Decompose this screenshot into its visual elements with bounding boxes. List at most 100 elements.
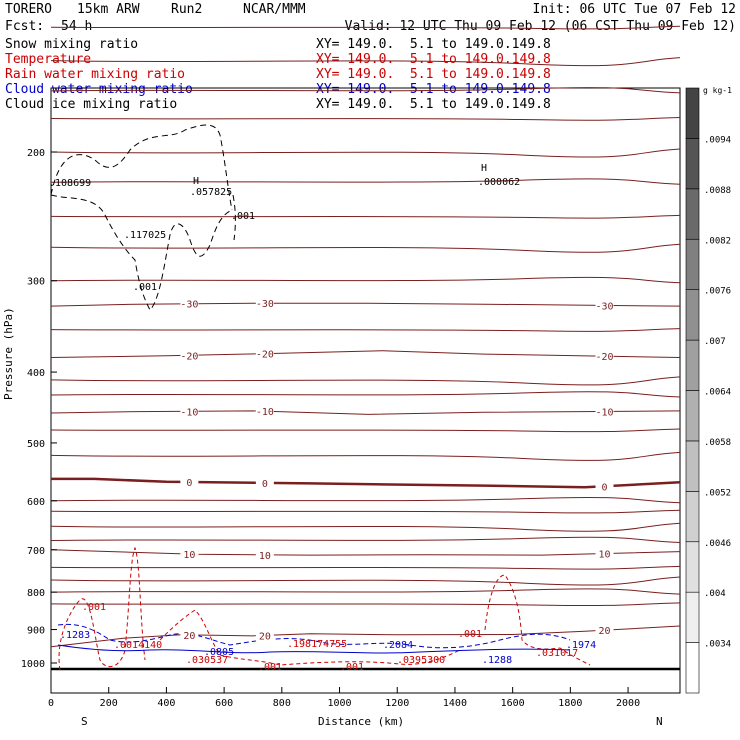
temperature-isoline	[50, 243, 681, 253]
temperature-isoline	[50, 25, 681, 30]
temperature-isoline	[50, 376, 681, 386]
temperature-contours	[50, 302, 681, 648]
snow-col-label: .117025	[124, 230, 166, 241]
rain-contour-east	[484, 574, 591, 666]
snow-contour-outer	[50, 124, 233, 211]
snow-high-marker: H	[193, 176, 199, 187]
temperature-label-bg	[255, 405, 274, 418]
temperature-label-bg	[180, 297, 199, 310]
temperature-contour--10	[50, 410, 681, 415]
x-tick-label: 600	[215, 698, 233, 709]
colorbar-swatch	[685, 390, 700, 442]
colorbar-swatch	[685, 289, 700, 341]
colorbar-label: .0034	[704, 640, 731, 650]
snow-max-label: .057825	[190, 187, 232, 198]
temperature-label-bg	[180, 628, 199, 641]
x-tick-label: 1800	[558, 698, 582, 709]
org-label: NCAR/MMM	[243, 2, 306, 17]
cloud-water-label-5: .1974	[566, 640, 596, 651]
y-tick-label: 500	[27, 439, 45, 450]
init-label: Init: 06 UTC Tue 07 Feb 12	[532, 2, 737, 17]
colorbar-label: .0076	[704, 287, 731, 297]
colorbar: .0034 .004 .0046 .0052 .0058 .0064 .007 .0076 .0…	[685, 87, 731, 694]
temperature-isolines	[50, 25, 681, 607]
y-tick-label: 400	[27, 368, 45, 379]
temperature-labels: -30 -30 -30 -20 -20 -20 -10 -10 -10 0 0 0 10 10 10 20 20…	[180, 297, 614, 642]
temperature-isoline	[50, 391, 681, 398]
temperature-label: 10	[183, 550, 195, 561]
cloud-water-label-1: .1283	[60, 630, 90, 641]
x-end-label: N	[656, 715, 663, 728]
colorbar-swatch	[685, 238, 700, 290]
temperature-label-bg	[180, 475, 199, 488]
temperature-isoline	[50, 588, 681, 595]
rain-label-1: .001	[82, 602, 106, 613]
cloud-water-label-4: .1288	[482, 655, 512, 666]
legend-cloudice-name: Cloud ice mixing ratio	[5, 97, 178, 112]
x-tick-label: 1000	[327, 698, 351, 709]
run-label: Run2	[171, 2, 203, 17]
temperature-label-bg	[595, 547, 614, 560]
valid-label: Valid: 12 UTC Thu 09 Feb 12 (06 CST Thu …	[344, 19, 736, 34]
colorbar-label: .0082	[704, 236, 731, 246]
contour-labels: H .057825 .108699 .117025 .001 .001 H .0…	[49, 163, 596, 673]
temperature-label-bg	[255, 476, 274, 489]
colorbar-swatch	[685, 87, 700, 139]
cloud-water-label-3: .2084	[383, 640, 413, 651]
y-tick-label: 800	[27, 588, 45, 599]
rain-contour-west	[58, 546, 146, 671]
temperature-label-bg	[180, 548, 199, 561]
y-tick-label: 900	[27, 626, 45, 637]
legend-temp-name: Temperature	[5, 52, 92, 67]
temperature-isoline	[50, 57, 681, 67]
rain-label-8: .0395300	[397, 655, 445, 666]
temperature-contour--20	[50, 350, 681, 358]
colorbar-label: .0088	[704, 186, 731, 196]
temperature-isoline	[50, 576, 681, 586]
temperature-isoline	[50, 496, 681, 504]
temperature-label: -20	[256, 350, 274, 361]
temperature-label: -10	[595, 407, 613, 418]
y-tick-label: 300	[27, 277, 45, 288]
temperature-isoline	[50, 87, 681, 94]
snow-contour-inner	[50, 194, 233, 311]
temperature-label-bg	[595, 480, 614, 493]
legend-snow-name: Snow mixing ratio	[5, 37, 139, 52]
colorbar-swatch	[685, 188, 700, 240]
colorbar-label: .0052	[704, 488, 731, 498]
colorbar-label: .0058	[704, 438, 731, 448]
temperature-label: 10	[598, 550, 610, 561]
rain-label-6: .030537	[186, 655, 228, 666]
ice-max-label: .000062	[478, 177, 520, 188]
rain-label-5: .0014140	[114, 640, 162, 651]
snow-min-label-2: .001	[231, 211, 255, 222]
colorbar-swatch	[685, 440, 700, 492]
temperature-isoline	[50, 565, 681, 570]
snow-min-label-1: .001	[133, 282, 157, 293]
y-axis-title: Pressure (hPa)	[2, 307, 15, 400]
x-tick-label: 0	[48, 698, 54, 709]
temperature-contour-10	[50, 549, 681, 556]
temperature-isoline	[50, 328, 681, 332]
model-name: TORERO	[5, 2, 52, 17]
x-tick-label: 800	[273, 698, 291, 709]
temperature-isoline	[50, 451, 681, 461]
temperature-label-bg	[255, 548, 274, 561]
temperature-isoline	[50, 178, 681, 185]
temperature-label: -20	[180, 351, 198, 362]
colorbar-swatch	[685, 541, 700, 593]
plot-area: H .057825 .108699 .117025 .001 .001 H .0…	[49, 25, 681, 694]
x-tick-label: 200	[100, 698, 118, 709]
plot-frame	[50, 87, 681, 694]
colorbar-label: .004	[704, 589, 726, 599]
y-tick-label: 200	[27, 148, 45, 159]
temperature-isoline	[50, 602, 681, 607]
temperature-isoline	[50, 509, 681, 514]
temperature-label: -10	[180, 407, 198, 418]
temperature-label: 20	[183, 631, 195, 642]
rain-label-3: .001	[340, 662, 364, 673]
cloud-water-contour-lower	[57, 644, 571, 654]
cloud-water-contours	[57, 623, 571, 654]
x-tick-label: 1600	[501, 698, 525, 709]
